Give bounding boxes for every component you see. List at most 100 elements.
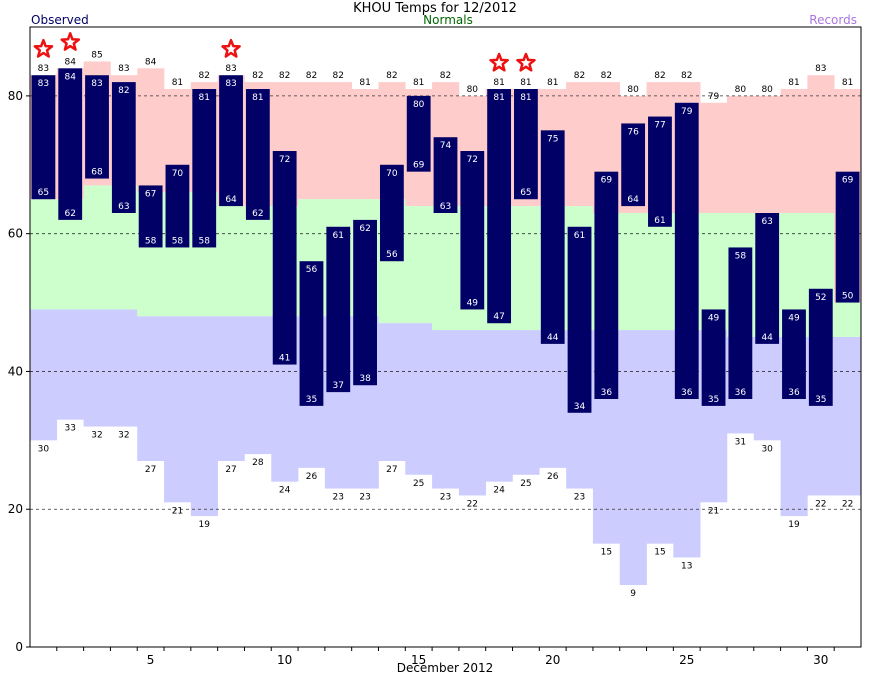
plot-frame <box>29 26 862 648</box>
observed-bar <box>808 288 833 406</box>
record-low-band <box>485 330 513 482</box>
observed-bar <box>111 82 136 213</box>
observed-high-label: 76 <box>627 127 639 137</box>
observed-high-label: 58 <box>735 251 747 261</box>
record-low-label: 23 <box>359 493 370 503</box>
normal-band <box>432 206 460 331</box>
record-low-label: 31 <box>735 437 746 447</box>
record-high-label: 81 <box>359 78 370 88</box>
observed-bar <box>353 219 377 386</box>
observed-low-label: 63 <box>440 202 451 212</box>
record-high-label: 84 <box>64 57 76 67</box>
record-low-band <box>458 330 487 496</box>
observed-low-label: 35 <box>306 395 317 405</box>
record-high-band <box>700 102 728 213</box>
record-high-band <box>807 75 835 213</box>
record-low-label: 33 <box>64 424 75 434</box>
record-high-band <box>324 82 352 200</box>
record-low-label: 9 <box>630 589 636 599</box>
observed-high-label: 83 <box>225 79 236 89</box>
observed-low-label: 38 <box>359 374 371 384</box>
observed-high-label: 81 <box>199 93 210 103</box>
record-low-label: 22 <box>467 499 478 509</box>
observed-low-label: 58 <box>172 236 184 246</box>
observed-low-label: 65 <box>520 188 531 198</box>
observed-high-label: 74 <box>440 141 452 151</box>
observed-bar <box>835 171 860 303</box>
record-low-label: 15 <box>601 548 612 558</box>
observed-low-label: 35 <box>815 395 826 405</box>
observed-bar <box>138 185 163 248</box>
record-low-band <box>539 330 567 468</box>
normal-band <box>30 199 58 310</box>
observed-low-label: 49 <box>467 298 479 308</box>
observed-high-label: 80 <box>413 100 425 110</box>
observed-high-label: 56 <box>306 265 318 275</box>
observed-low-label: 64 <box>627 195 639 205</box>
y-tick-label: 60 <box>8 227 23 241</box>
record-low-label: 26 <box>306 472 318 482</box>
record-high-band <box>726 95 755 213</box>
y-tick-label: 40 <box>8 364 23 378</box>
record-high-label: 82 <box>574 71 585 81</box>
record-low-label: 25 <box>413 479 424 489</box>
observed-low-label: 58 <box>145 236 157 246</box>
observed-bar <box>192 89 217 248</box>
record-low-label: 19 <box>199 520 211 530</box>
observed-bar <box>326 226 351 393</box>
observed-bar <box>674 102 699 400</box>
observed-high-label: 84 <box>64 72 76 82</box>
observed-high-label: 69 <box>842 176 854 186</box>
record-low-label: 27 <box>386 465 397 475</box>
observed-bar <box>460 151 485 310</box>
observed-bar <box>58 68 83 220</box>
record-low-label: 21 <box>708 506 719 516</box>
observed-low-label: 68 <box>91 168 103 178</box>
record-low-band <box>619 330 647 585</box>
x-axis-label: December 2012 <box>397 661 494 675</box>
record-low-label: 22 <box>815 499 826 509</box>
x-tick-label: 30 <box>813 653 828 667</box>
record-low-label: 23 <box>574 493 585 503</box>
observed-bar <box>245 89 270 220</box>
record-low-band <box>646 330 674 544</box>
normal-band <box>512 206 540 331</box>
record-low-label: 23 <box>333 493 344 503</box>
legend-records: Records <box>809 13 857 27</box>
record-low-band <box>164 316 192 503</box>
observed-bar <box>272 151 297 365</box>
observed-bar <box>755 213 780 344</box>
legend-observed: Observed <box>31 13 89 27</box>
record-high-label: 85 <box>91 50 102 60</box>
observed-high-label: 61 <box>333 231 344 241</box>
observed-low-label: 64 <box>225 195 237 205</box>
observed-high-label: 79 <box>681 107 693 117</box>
observed-bar <box>621 123 646 207</box>
observed-high-label: 52 <box>815 293 826 303</box>
record-low-band <box>190 316 218 517</box>
legend-normals: Normals <box>423 13 473 27</box>
record-low-band <box>432 330 460 489</box>
observed-low-label: 56 <box>386 250 398 260</box>
record-high-label: 81 <box>172 78 183 88</box>
record-high-label: 83 <box>38 64 49 74</box>
observed-bar <box>648 116 672 227</box>
observed-low-label: 36 <box>681 388 693 398</box>
observed-high-label: 61 <box>574 231 585 241</box>
observed-high-label: 81 <box>252 93 263 103</box>
observed-low-label: 41 <box>279 354 290 364</box>
y-tick-label: 20 <box>8 502 23 516</box>
normal-band <box>834 302 862 337</box>
record-low-label: 21 <box>172 506 183 516</box>
observed-low-label: 63 <box>118 202 129 212</box>
record-high-label: 81 <box>547 78 558 88</box>
record-low-label: 24 <box>279 486 291 496</box>
record-low-band <box>512 330 540 475</box>
observed-high-label: 49 <box>788 313 800 323</box>
observed-high-label: 70 <box>386 169 398 179</box>
chart-title: KHOU Temps for 12/2012 <box>353 1 517 16</box>
record-star-icon <box>221 38 241 58</box>
observed-low-label: 36 <box>788 388 800 398</box>
observed-bar <box>219 75 243 207</box>
observed-bar <box>701 309 726 406</box>
